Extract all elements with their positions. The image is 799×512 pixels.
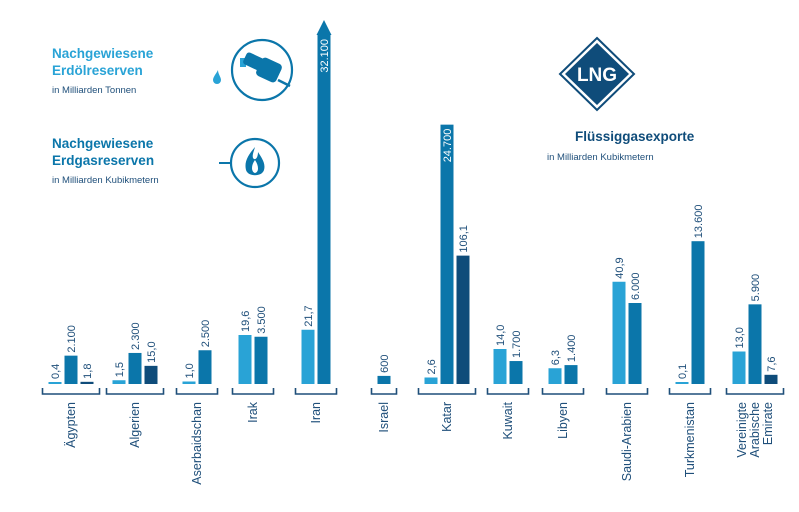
bar-gas-7 [509, 361, 523, 384]
lng-badge-text: LNG [577, 65, 617, 86]
category-label-9: Saudi-Arabien [620, 402, 634, 481]
oil-legend-title-line2: Erdölreserven [52, 63, 143, 78]
category-bracket-8 [541, 388, 585, 395]
value-label-oil-3: 19,6 [240, 311, 252, 332]
lng-legend-unit: in Milliarden Kubikmetern [547, 152, 654, 163]
oil-legend-title-line1: Nachgewiesene [52, 46, 154, 61]
value-label-gas-7: 1.700 [511, 331, 523, 359]
value-label-oil-2: 1,0 [184, 363, 196, 378]
bar-lng-6 [456, 255, 470, 384]
category-label-5: Israel [377, 402, 391, 433]
value-label-gas-9: 6.000 [630, 272, 642, 300]
bar-oil-0 [48, 382, 62, 384]
bar-oil-4 [301, 329, 315, 384]
oil-legend-title: Nachgewiesene Erdölreserven [52, 45, 153, 79]
value-label-gas-6: 24.700 [442, 129, 454, 163]
category-label-0: Ägypten [64, 402, 78, 448]
bar-oil-1 [112, 380, 126, 384]
bar-gas-11 [748, 304, 762, 384]
value-label-gas-10: 13.600 [693, 205, 705, 239]
category-bracket-4 [294, 388, 338, 395]
category-label-11-line1: Arabische [748, 402, 762, 458]
bar-gas-3 [254, 336, 268, 384]
category-bracket-5 [370, 388, 398, 395]
bar-lng-0 [80, 381, 94, 384]
bars-layer: 0,4 2.100 1,8 Ägypten 1,5 2.300 15,0 Algerien 1,… [41, 20, 785, 485]
value-label-oil-9: 40,9 [614, 257, 626, 278]
flame-icon [219, 137, 281, 189]
value-label-lng-1: 15,0 [146, 341, 158, 362]
value-label-oil-10: 0,1 [677, 364, 689, 379]
category-label-8: Libyen [556, 402, 570, 439]
value-label-gas-3: 3.500 [256, 306, 268, 334]
category-label-10: Turkmenistan [683, 402, 697, 477]
category-bracket-9 [605, 388, 649, 395]
bar-lng-11 [764, 374, 778, 384]
category-bracket-6 [417, 388, 477, 395]
bar-oil-6 [424, 377, 438, 384]
bar-gas-8 [564, 365, 578, 384]
category-bracket-11 [725, 388, 785, 395]
category-label-3: Irak [246, 401, 260, 423]
gas-legend-title-line2: Erdgasreserven [52, 153, 155, 168]
category-bracket-2 [175, 388, 219, 395]
value-label-gas-11: 5.900 [750, 274, 762, 302]
category-label-11-line0: Vereinigte [735, 402, 749, 458]
bar-gas-0 [64, 355, 78, 384]
bar-oil-3 [238, 335, 252, 384]
bar-gas-6 [440, 124, 454, 385]
category-label-11-line2: Emirate [761, 402, 775, 445]
fuel-pump-icon [213, 38, 294, 102]
category-label-1: Algerien [128, 402, 142, 448]
bar-gas-2 [198, 350, 212, 384]
category-bracket-1 [105, 388, 165, 395]
value-label-oil-6: 2,6 [426, 359, 438, 374]
bar-oil-10 [675, 382, 689, 384]
gas-legend-title-line1: Nachgewiesene [52, 136, 154, 151]
gas-legend-title: Nachgewiesene Erdgasreserven [52, 135, 154, 169]
bar-lng-1 [144, 365, 158, 384]
category-label-6: Katar [440, 402, 454, 432]
category-label-7: Kuwait [501, 401, 515, 439]
value-label-gas-4: 32.100 [319, 39, 331, 73]
value-label-gas-5: 600 [379, 355, 391, 373]
bar-oil-7 [493, 349, 507, 384]
bar-oil-2 [182, 381, 196, 384]
bar-gas-4 [317, 35, 331, 384]
category-label-4: Iran [309, 402, 323, 424]
category-bracket-0 [41, 388, 101, 395]
value-label-gas-0: 2.100 [66, 325, 78, 353]
value-label-oil-0: 0,4 [50, 364, 62, 379]
category-bracket-3 [231, 388, 275, 395]
value-label-lng-11: 7,6 [766, 357, 778, 372]
iran-gas-arrow [316, 20, 332, 35]
value-label-oil-1: 1,5 [114, 362, 126, 377]
value-label-gas-8: 1.400 [566, 335, 578, 363]
gas-legend-unit: in Milliarden Kubikmetern [52, 175, 159, 186]
lng-legend-title: Flüssiggasexporte [575, 129, 695, 144]
value-label-gas-1: 2.300 [130, 322, 142, 350]
bar-oil-8 [548, 368, 562, 384]
category-label-2: Aserbaidschan [190, 402, 204, 485]
category-bracket-10 [668, 388, 712, 395]
value-label-oil-4: 21,7 [303, 305, 315, 326]
bar-gas-10 [691, 241, 705, 384]
oil-legend-unit: in Milliarden Tonnen [52, 85, 137, 96]
category-bracket-7 [486, 388, 530, 395]
lng-diamond-icon: LNG [558, 36, 636, 112]
value-label-oil-7: 14,0 [495, 325, 507, 346]
value-label-oil-11: 13,0 [734, 327, 746, 348]
bar-oil-11 [732, 351, 746, 384]
value-label-lng-6: 106,1 [458, 225, 470, 253]
bar-gas-9 [628, 303, 642, 384]
bar-oil-9 [612, 281, 626, 384]
bar-gas-1 [128, 352, 142, 384]
value-label-oil-8: 6,3 [550, 350, 562, 365]
bar-gas-5 [377, 375, 391, 384]
value-label-lng-0: 1,8 [82, 364, 94, 379]
value-label-gas-2: 2.500 [200, 320, 212, 348]
